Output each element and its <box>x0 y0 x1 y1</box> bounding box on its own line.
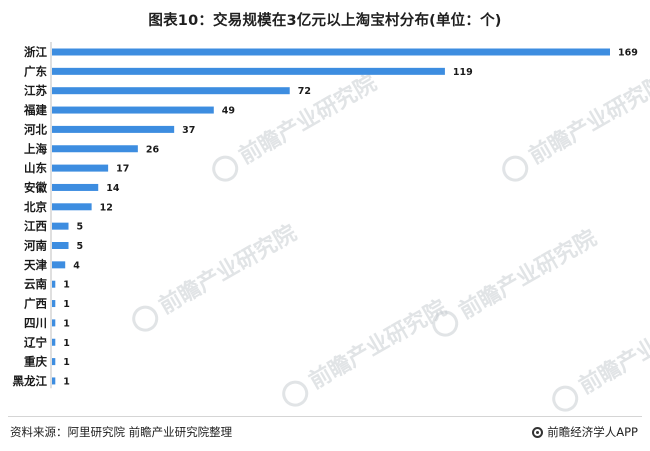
bar <box>52 183 99 191</box>
data-label: 1 <box>63 357 70 368</box>
category-label: 安徽 <box>24 180 47 194</box>
brand-label: 前瞻经济学人APP <box>532 424 638 440</box>
bar <box>52 338 56 346</box>
data-label: 26 <box>146 144 160 155</box>
data-label: 1 <box>63 299 70 310</box>
bar <box>52 242 69 249</box>
data-label: 49 <box>222 106 235 117</box>
category-label: 广东 <box>24 64 47 78</box>
data-label: 119 <box>453 67 473 78</box>
bar <box>52 125 175 133</box>
category-label: 江西 <box>24 219 47 233</box>
category-label: 广西 <box>24 297 47 311</box>
data-label: 169 <box>618 48 638 59</box>
bar <box>52 48 610 56</box>
bar <box>52 319 56 327</box>
category-label: 山东 <box>24 161 47 175</box>
data-label: 1 <box>63 280 70 291</box>
data-label: 1 <box>63 376 70 387</box>
category-label: 上海 <box>24 142 47 156</box>
bar <box>52 145 138 153</box>
category-label: 福建 <box>23 103 47 117</box>
bar <box>52 261 66 269</box>
bar <box>52 222 69 230</box>
data-label: 5 <box>77 241 84 252</box>
bar <box>52 67 445 75</box>
data-label: 72 <box>298 86 311 97</box>
bar <box>52 106 214 114</box>
category-label: 四川 <box>24 316 47 330</box>
bar <box>52 358 56 366</box>
category-label: 河南 <box>24 239 47 253</box>
category-label: 重庆 <box>24 355 47 369</box>
category-label: 天津 <box>24 258 47 272</box>
bar <box>52 377 56 385</box>
data-label: 4 <box>73 260 80 271</box>
data-label: 5 <box>77 222 84 233</box>
bar <box>52 87 290 95</box>
brand-logo-icon <box>532 426 544 438</box>
bar <box>52 280 56 288</box>
bar <box>52 164 109 172</box>
category-label: 云南 <box>24 277 47 291</box>
footer-divider <box>8 416 642 417</box>
data-label: 1 <box>63 338 70 349</box>
brand-name: 前瞻经济学人APP <box>547 425 638 439</box>
data-label: 17 <box>116 164 129 175</box>
bar <box>52 300 56 308</box>
category-label: 北京 <box>24 200 47 214</box>
category-label: 浙江 <box>24 45 47 59</box>
category-label: 江苏 <box>24 84 47 98</box>
category-label: 黑龙江 <box>13 374 48 388</box>
data-label: 12 <box>100 202 113 213</box>
bar <box>52 203 92 211</box>
category-label: 辽宁 <box>24 335 47 349</box>
data-label: 14 <box>106 183 120 194</box>
data-label: 37 <box>182 125 195 136</box>
source-note: 资料来源：阿里研究院 前瞻产业研究院整理 <box>10 425 233 439</box>
chart-title: 图表10：交易规模在3亿元以上淘宝村分布(单位：个) <box>148 13 502 29</box>
category-label: 河北 <box>24 122 47 136</box>
data-label: 1 <box>63 318 70 329</box>
